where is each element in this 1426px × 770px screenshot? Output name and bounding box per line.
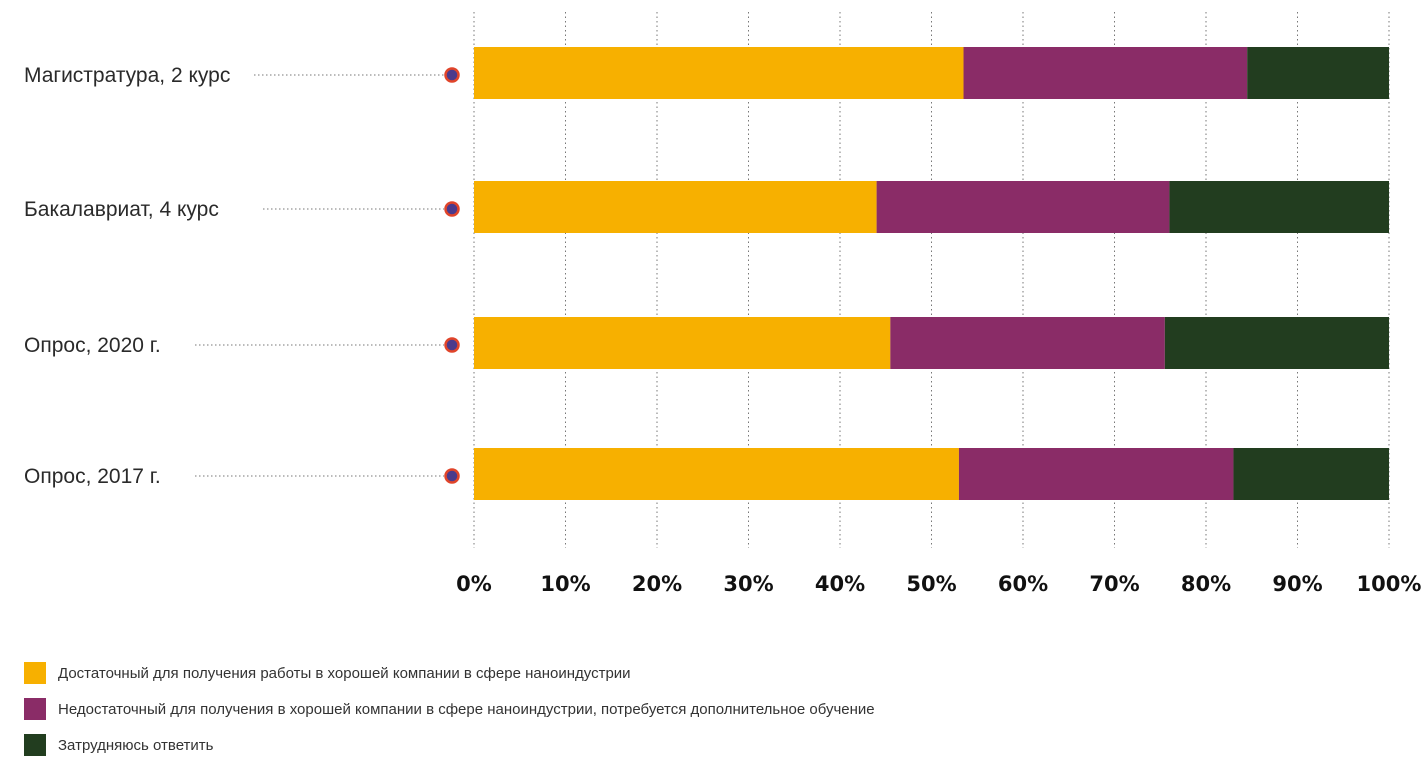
x-tick-label: 10% <box>540 572 590 596</box>
legend-label: Достаточный для получения работы в хорош… <box>58 664 631 682</box>
bar-segment <box>474 317 891 369</box>
bar-segment <box>876 181 1170 233</box>
category-label: Опрос, 2017 г. <box>24 465 161 488</box>
bar-segment <box>1164 317 1389 369</box>
legend-label: Затрудняюсь ответить <box>58 736 214 754</box>
x-axis-ticks: 0% 10% 20% 30% 40% 50% 60% 70% 80% 90% 100% <box>456 572 1421 596</box>
x-tick-label: 40% <box>815 572 865 596</box>
bar-segment <box>1233 448 1389 500</box>
legend: Достаточный для получения работы в хорош… <box>24 662 875 770</box>
category-marker <box>444 337 460 353</box>
category-label: Бакалавриат, 4 курс <box>24 198 219 221</box>
x-tick-label: 50% <box>906 572 956 596</box>
category-labels: Магистратура, 2 курс Бакалавриат, 4 курс О… <box>24 64 230 488</box>
legend-swatch <box>24 662 46 684</box>
x-tick-label: 0% <box>456 572 492 596</box>
legend-swatch <box>24 734 46 756</box>
category-marker <box>444 67 460 83</box>
x-tick-label: 80% <box>1181 572 1231 596</box>
x-tick-label: 20% <box>632 572 682 596</box>
bar-segment <box>958 448 1234 500</box>
legend-item: Достаточный для получения работы в хорош… <box>24 662 875 684</box>
category-label: Опрос, 2020 г. <box>24 334 161 357</box>
legend-label: Недостаточный для получения в хорошей ко… <box>58 700 875 718</box>
x-tick-label: 30% <box>723 572 773 596</box>
legend-item: Затрудняюсь ответить <box>24 734 875 756</box>
category-marker <box>444 201 460 217</box>
bar-segment <box>963 47 1248 99</box>
category-marker <box>444 468 460 484</box>
bar-segment <box>1247 47 1389 99</box>
x-tick-label: 60% <box>998 572 1048 596</box>
bar-segment <box>474 448 959 500</box>
stacked-bar-chart: Магистратура, 2 курс Бакалавриат, 4 курс О… <box>24 12 1421 596</box>
x-tick-label: 100% <box>1357 572 1422 596</box>
bar-segment <box>474 181 877 233</box>
legend-swatch <box>24 698 46 720</box>
leader-lines <box>195 67 460 484</box>
x-tick-label: 70% <box>1089 572 1139 596</box>
bars <box>474 47 1389 500</box>
x-tick-label: 90% <box>1272 572 1322 596</box>
bar-segment <box>1169 181 1389 233</box>
bar-segment <box>890 317 1165 369</box>
category-label: Магистратура, 2 курс <box>24 64 230 87</box>
legend-item: Недостаточный для получения в хорошей ко… <box>24 698 875 720</box>
bar-segment <box>474 47 964 99</box>
